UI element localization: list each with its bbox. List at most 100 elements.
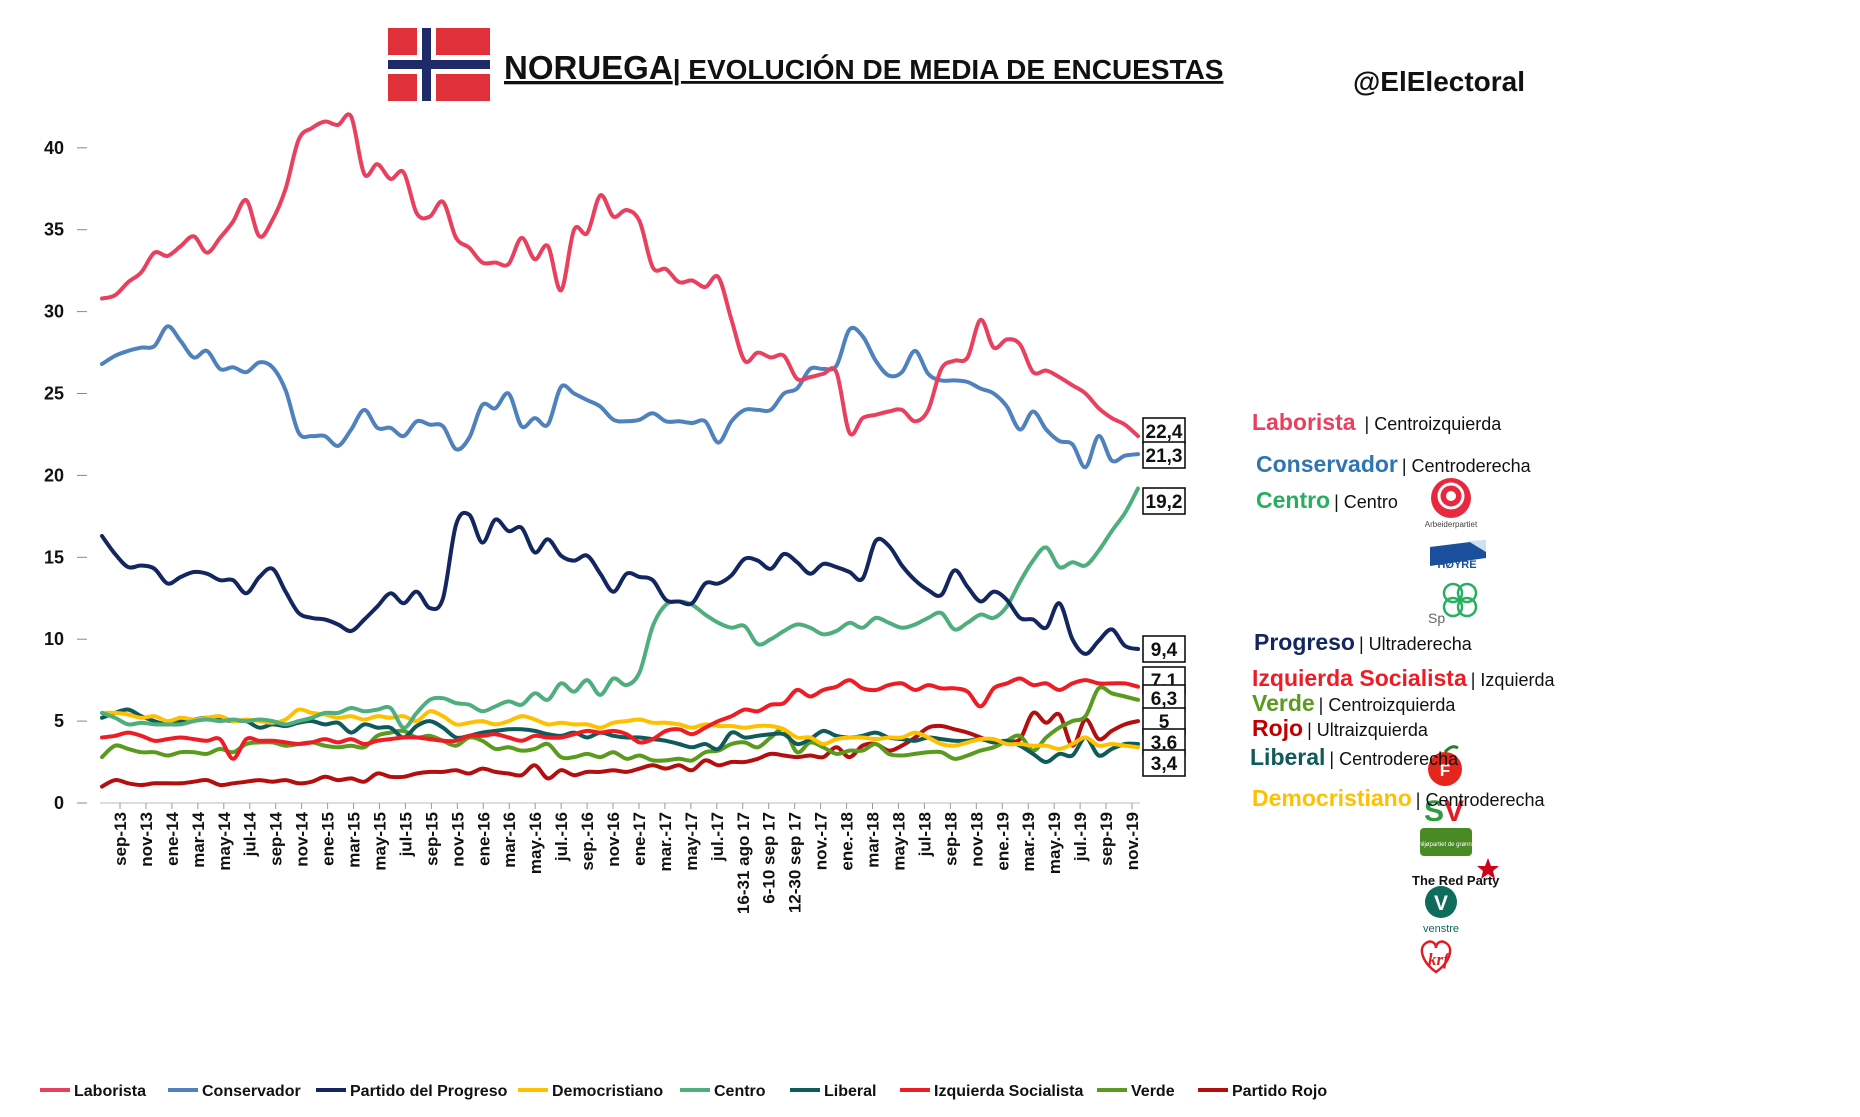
value-box	[1142, 417, 1186, 445]
x-tick-label: sep-19	[1097, 812, 1116, 866]
author-handle: @ElElectoral	[1353, 66, 1525, 97]
y-tick-label: 25	[44, 384, 64, 404]
series-line-centro	[100, 486, 1140, 730]
x-tick-label: ene-16	[474, 812, 493, 866]
x-tick-label: may.-16	[526, 812, 545, 874]
arbeiderpartiet-logo-text: Arbeiderpartiet	[1425, 520, 1478, 529]
sp-logo-text: Sp	[1428, 610, 1445, 626]
series-line-verde	[100, 685, 1140, 763]
party-label: Progreso | Ultraderecha	[1254, 629, 1473, 655]
party-label-name: Conservador	[1256, 451, 1398, 477]
x-tick-label: sep-15	[422, 812, 441, 866]
venstre-logo-text: venstre	[1423, 923, 1459, 935]
x-tick-label: nov-18	[967, 812, 986, 867]
x-tick-label: mar-15	[345, 812, 364, 868]
party-label-name: Verde	[1252, 690, 1315, 716]
chart-title: NORUEGA| EVOLUCIÓN DE MEDIA DE ENCUESTAS	[504, 49, 1223, 86]
value-box-label: 6,3	[1151, 689, 1177, 710]
legend-label: Liberal	[824, 1083, 876, 1100]
y-tick-label: 0	[54, 793, 64, 813]
x-tick-label: nov.-17	[812, 812, 831, 870]
party-label-name: Liberal	[1250, 744, 1325, 770]
x-axis: sep-13 nov-13 ene-14 mar-14 may-14 jul-14 sep-…	[100, 802, 1142, 914]
x-tick-label: sep.-16	[578, 812, 597, 871]
x-tick-label: may.-19	[1045, 812, 1064, 874]
legend-label: Centro	[714, 1083, 766, 1100]
legend-label: Democristiano	[552, 1083, 663, 1100]
party-label-ideology: | Izquierda	[1471, 670, 1556, 690]
x-tick-label: jul.-17	[708, 812, 727, 862]
series-line-conservador	[100, 324, 1140, 470]
series-lines	[100, 112, 1140, 789]
title-country: NORUEGA	[504, 49, 673, 86]
svg-text:V: V	[1434, 892, 1448, 915]
value-box	[1142, 441, 1186, 469]
norway-flag-icon	[388, 28, 490, 101]
x-tick-label: ene-15	[319, 812, 338, 866]
x-tick-label: 16-31 ago 17	[734, 812, 753, 914]
party-label: Conservador | Centroderecha	[1256, 451, 1532, 477]
venstre-logo-icon: V venstre	[1423, 886, 1459, 935]
party-label-name: Laborista	[1252, 409, 1356, 435]
y-tick-label: 5	[54, 711, 64, 731]
party-label-ideology: | Centroderecha	[1329, 749, 1459, 769]
legend-label: Partido Rojo	[1232, 1083, 1327, 1100]
title-rest: | EVOLUCIÓN DE MEDIA DE ENCUESTAS	[673, 54, 1224, 85]
legend-label: Laborista	[74, 1083, 146, 1100]
x-tick-label: ene-14	[163, 811, 182, 865]
x-tick-label: nov-15	[448, 812, 467, 867]
party-label-name: Izquierda Socialista	[1252, 665, 1467, 691]
x-tick-label: mar.-17	[656, 812, 675, 872]
value-box	[1142, 487, 1186, 515]
x-tick-label: mar-18	[864, 812, 883, 868]
x-tick-label: may-15	[370, 812, 389, 871]
y-tick-label: 35	[44, 220, 64, 240]
svg-text:V: V	[1444, 795, 1464, 828]
value-box	[1142, 684, 1186, 712]
party-label: Centro | Centro	[1256, 487, 1398, 513]
rodt-star-icon: The Red Party	[1412, 858, 1500, 888]
arbeiderpartiet-rose-icon: Arbeiderpartiet	[1425, 478, 1478, 529]
svg-text:S: S	[1424, 795, 1444, 828]
legend: Laborista Conservador Partido del Progreso…	[40, 1083, 1327, 1100]
party-label-ideology: | Ultraizquierda	[1307, 720, 1429, 740]
party-label: Democristiano | Centroderecha	[1252, 785, 1546, 811]
party-label-ideology: | Centroderecha	[1402, 456, 1532, 476]
party-label: Izquierda Socialista | Izquierda	[1252, 665, 1555, 691]
value-box-label: 9,4	[1151, 640, 1178, 661]
party-label: Laborista | Centroizquierda	[1252, 409, 1502, 435]
x-tick-label: jul.-19	[1071, 812, 1090, 862]
party-label-name: Centro	[1256, 487, 1330, 513]
value-box-label: 19,2	[1146, 492, 1183, 513]
x-tick-label: sep-14	[267, 811, 286, 865]
value-box-label: 21,3	[1146, 446, 1183, 467]
value-box-label: 3,4	[1151, 754, 1178, 775]
y-axis: 0 5 10 15 20 25 30 35 40	[44, 138, 87, 813]
value-box	[1142, 749, 1186, 777]
x-tick-label: nov.-19	[1123, 812, 1142, 870]
sv-logo-icon: S V	[1424, 795, 1464, 828]
x-tick-label: 12-30 sep 17	[786, 812, 805, 913]
x-tick-label: mar-16	[500, 812, 519, 868]
x-tick-label: ene.-19	[993, 812, 1012, 871]
x-tick-label: 6-10 sep 17	[760, 812, 779, 904]
series-line-rojo	[100, 710, 1140, 789]
value-box-label: 22,4	[1146, 422, 1183, 443]
x-tick-label: jul-18	[915, 812, 934, 857]
y-tick-label: 20	[44, 465, 64, 485]
party-label: Liberal | Centroderecha	[1250, 744, 1459, 770]
series-line-progreso	[100, 510, 1140, 656]
series-line-socialista	[100, 676, 1140, 761]
party-label-name: Progreso	[1254, 629, 1355, 655]
value-box	[1142, 635, 1186, 663]
x-tick-label: may-18	[889, 812, 908, 871]
y-tick-label: 30	[44, 302, 64, 322]
svg-text:F: F	[1440, 761, 1450, 780]
x-tick-label: ene-17	[630, 812, 649, 866]
x-tick-label: sep-13	[111, 812, 130, 866]
x-tick-label: ene.-18	[838, 812, 857, 871]
svg-text:krf: krf	[1428, 950, 1451, 969]
legend-label: Conservador	[202, 1083, 301, 1100]
party-label-ideology: | Ultraderecha	[1359, 634, 1473, 654]
y-tick-label: 40	[44, 138, 64, 158]
